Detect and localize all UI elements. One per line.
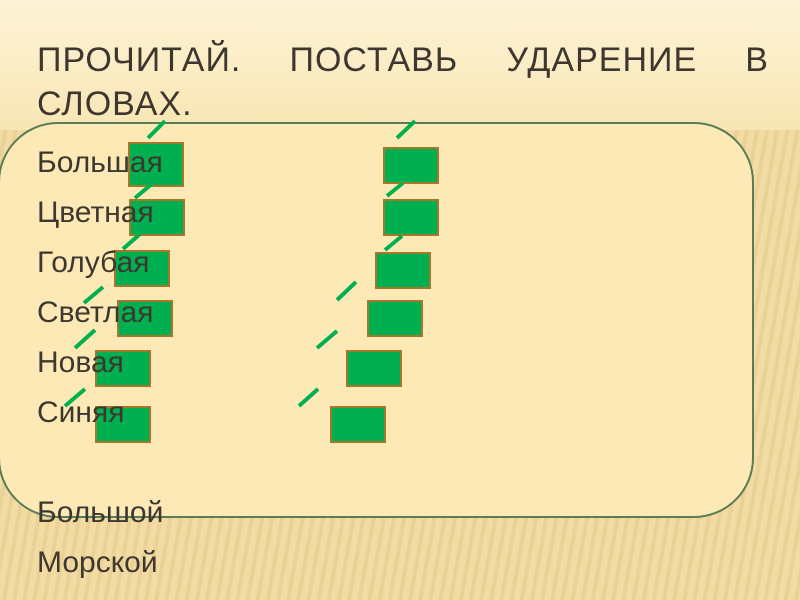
green-box[interactable]: [117, 300, 173, 337]
dash: [73, 328, 97, 350]
word: Большой: [37, 496, 164, 529]
dash: [133, 181, 155, 200]
dash: [121, 232, 142, 251]
green-box[interactable]: [95, 406, 151, 443]
dash: [146, 119, 167, 140]
word: Цветная: [37, 196, 154, 229]
dash: [297, 387, 320, 408]
dash: [63, 387, 87, 408]
green-box[interactable]: [129, 199, 185, 236]
word: Голубая: [37, 246, 150, 279]
green-box[interactable]: [114, 250, 170, 287]
green-box[interactable]: [383, 147, 439, 184]
slide-header-background: [0, 0, 800, 130]
green-box[interactable]: [367, 300, 423, 337]
dash: [383, 234, 404, 252]
word: Светлая: [37, 296, 154, 329]
dash: [385, 181, 405, 198]
dash: [335, 280, 358, 302]
dash: [315, 329, 339, 350]
word: Новая: [37, 346, 124, 379]
green-box[interactable]: [128, 142, 184, 187]
word: Большая: [37, 146, 163, 179]
green-box[interactable]: [95, 350, 151, 387]
word: Синяя: [37, 396, 125, 429]
green-box[interactable]: [330, 406, 386, 443]
slide-title: ПРОЧИТАЙ. ПОСТАВЬ УДАРЕНИЕ В СЛОВАХ.: [37, 41, 769, 123]
green-box[interactable]: [383, 199, 439, 236]
dash: [395, 119, 417, 140]
word: Морской: [37, 546, 158, 579]
green-box[interactable]: [346, 350, 402, 387]
dash: [82, 285, 105, 305]
green-box[interactable]: [375, 252, 431, 289]
